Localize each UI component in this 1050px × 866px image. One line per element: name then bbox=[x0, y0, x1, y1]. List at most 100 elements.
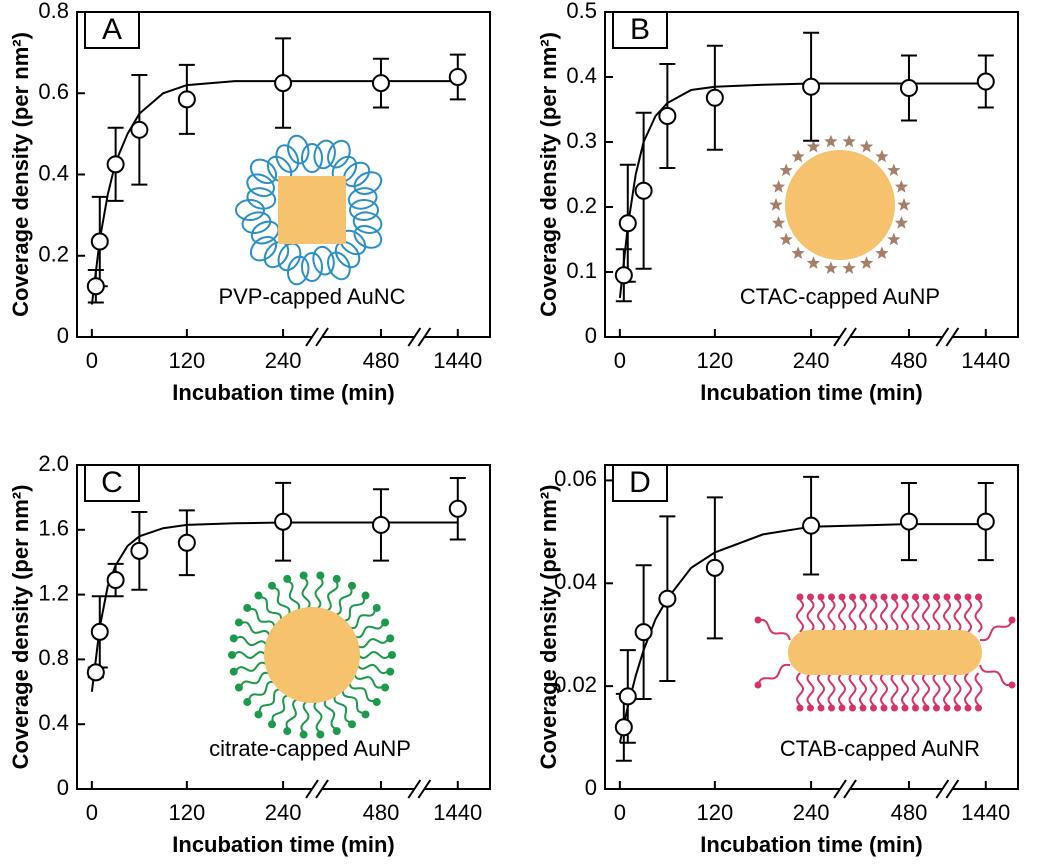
nanoparticle bbox=[785, 150, 895, 260]
ligand bbox=[285, 697, 299, 730]
data-point bbox=[274, 74, 293, 93]
panel-label-box bbox=[612, 464, 668, 502]
surfactant-star bbox=[824, 261, 838, 274]
ligand bbox=[879, 672, 889, 706]
ligand bbox=[921, 672, 931, 706]
panel-label-box bbox=[612, 11, 668, 49]
ligand-head bbox=[234, 683, 243, 692]
ligand-head bbox=[1008, 681, 1016, 689]
polymer-loop bbox=[246, 187, 277, 210]
ligand bbox=[827, 599, 836, 633]
ligand bbox=[900, 672, 910, 706]
ligand-head bbox=[922, 704, 930, 712]
ligand bbox=[342, 597, 366, 622]
ligand bbox=[272, 586, 291, 616]
x-tick-label: 1440 bbox=[433, 800, 482, 825]
surfactant-star bbox=[791, 149, 805, 163]
data-point bbox=[371, 515, 390, 534]
ligand-head bbox=[372, 603, 381, 612]
data-point bbox=[614, 266, 633, 285]
ligand-head bbox=[880, 704, 888, 712]
data-point bbox=[976, 512, 995, 531]
surfactant-star bbox=[897, 198, 911, 211]
axis-break-gap bbox=[840, 334, 851, 340]
ligand-head bbox=[828, 704, 835, 712]
axis-break-gap bbox=[414, 334, 425, 340]
panel-label: D bbox=[629, 466, 651, 499]
ligand-head bbox=[859, 593, 867, 601]
panel-label-box bbox=[84, 464, 140, 502]
ligand bbox=[979, 664, 1013, 687]
ligand-head bbox=[849, 593, 856, 601]
ligand bbox=[816, 599, 826, 633]
y-tick-label: 0.8 bbox=[38, 645, 69, 670]
polymer-loop bbox=[286, 255, 310, 286]
ligand bbox=[963, 672, 973, 706]
ligand bbox=[911, 599, 920, 633]
data-point bbox=[86, 663, 105, 682]
ligand-head bbox=[870, 704, 877, 712]
panel-label: A bbox=[102, 13, 122, 46]
ligand-head bbox=[386, 667, 395, 676]
axis-break bbox=[417, 327, 432, 347]
surfactant-star bbox=[771, 216, 786, 229]
data-point bbox=[634, 181, 653, 200]
y-tick-label: 0.4 bbox=[38, 160, 69, 185]
polymer-loop bbox=[249, 235, 278, 262]
polymer-loop bbox=[347, 187, 378, 210]
data-point bbox=[106, 155, 125, 174]
nanocube bbox=[278, 176, 346, 244]
surfactant-star bbox=[824, 134, 838, 148]
ligand bbox=[353, 673, 384, 689]
polymer-loop bbox=[235, 198, 265, 222]
y-axis-label: Coverage density (per nm²) bbox=[536, 32, 561, 317]
annotation: CTAB-capped AuNR bbox=[780, 736, 980, 761]
data-point bbox=[976, 72, 995, 91]
annotation: PVP-capped AuNC bbox=[218, 284, 405, 309]
ligand bbox=[353, 622, 385, 639]
x-axis-label: Incubation time (min) bbox=[700, 832, 922, 857]
data-point bbox=[274, 512, 293, 531]
ligand-head bbox=[901, 704, 909, 712]
ligand-head bbox=[891, 593, 898, 601]
ligand bbox=[239, 671, 271, 688]
ligand-head bbox=[817, 704, 825, 712]
ligand-head bbox=[807, 704, 814, 712]
ligand-head bbox=[254, 591, 263, 600]
x-tick-label: 120 bbox=[696, 348, 733, 373]
x-tick-label: 240 bbox=[265, 348, 302, 373]
ligand-head bbox=[381, 618, 390, 627]
polymer-loop bbox=[277, 242, 302, 272]
ligand-head bbox=[838, 593, 846, 601]
axis-break bbox=[935, 779, 950, 799]
surfactant-star bbox=[806, 139, 821, 153]
surfactant-star bbox=[791, 246, 805, 259]
ligand bbox=[942, 599, 952, 633]
fit-curve bbox=[90, 521, 458, 692]
y-tick-label: 0.6 bbox=[38, 79, 69, 104]
ligand bbox=[837, 672, 847, 706]
fit-curve bbox=[618, 523, 986, 743]
data-point bbox=[448, 68, 467, 86]
axis-break bbox=[945, 779, 960, 799]
polymer-loop bbox=[313, 139, 336, 170]
x-tick-label: 480 bbox=[891, 348, 928, 373]
y-tick-label: 2.0 bbox=[38, 451, 69, 476]
data-point bbox=[90, 232, 109, 251]
ligand-head bbox=[234, 618, 243, 627]
axis-break bbox=[407, 327, 422, 347]
surfactant-star bbox=[887, 232, 901, 246]
y-tick-label: 0.3 bbox=[566, 128, 597, 153]
ligand bbox=[827, 672, 836, 706]
ligand bbox=[240, 621, 271, 637]
fit-curve bbox=[618, 82, 986, 299]
x-tick-label: 0 bbox=[86, 800, 98, 825]
x-axis-label: Incubation time (min) bbox=[172, 832, 394, 857]
ligand-head bbox=[975, 593, 982, 601]
x-axis-label: Incubation time (min) bbox=[700, 380, 922, 405]
ligand bbox=[235, 635, 268, 647]
y-tick-label: 0.02 bbox=[554, 672, 597, 697]
axis-break bbox=[315, 327, 329, 347]
x-axis-label: Incubation time (min) bbox=[172, 380, 394, 405]
